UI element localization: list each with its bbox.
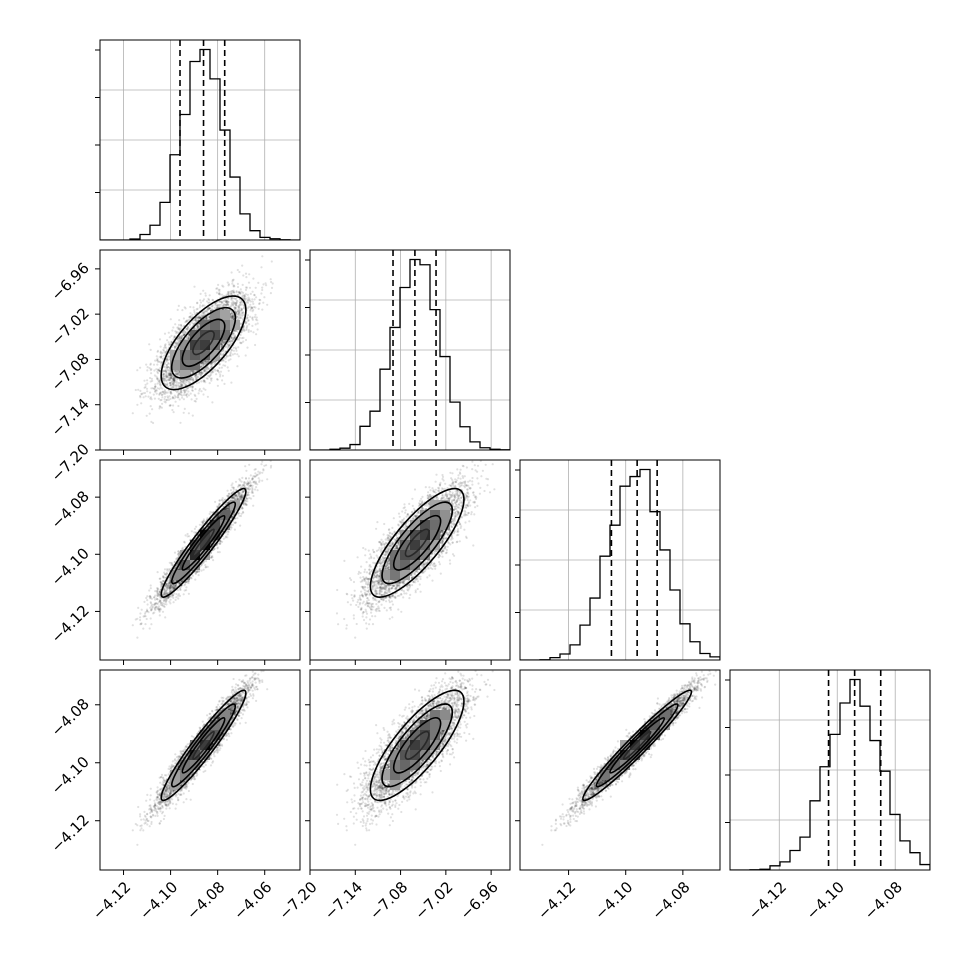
panel-frame [309, 459, 511, 661]
x-tick-label: −6.96 [457, 878, 502, 923]
x-tick-label: −4.10 [136, 878, 181, 923]
hist-panel-2 [515, 459, 721, 661]
density-contour [160, 689, 247, 802]
y-tick-label: −6.96 [48, 259, 93, 304]
density-contour [369, 487, 465, 598]
hist-panel-1 [305, 249, 511, 451]
density-contour [181, 717, 226, 774]
x-tick-label: −4.08 [861, 878, 906, 923]
density-contour [160, 295, 247, 391]
panel-frame [99, 459, 301, 661]
density-contour [582, 689, 693, 802]
density-contour [381, 501, 454, 585]
density-contour [170, 703, 237, 788]
density-contour [381, 703, 454, 788]
scatter-panel-1-0 [95, 249, 301, 455]
panels-layer [95, 39, 931, 875]
x-tick-label: −4.10 [591, 878, 636, 923]
scatter-panel-3-0 [95, 669, 301, 875]
hist-panel-3 [725, 669, 931, 871]
x-tick-label: −7.02 [411, 878, 456, 923]
x-tick-label: −4.12 [89, 878, 134, 923]
y-tick-label: −7.08 [48, 350, 93, 395]
density-contour [181, 514, 226, 571]
panel-frame [519, 669, 721, 871]
panel-frame [99, 249, 301, 451]
density-contour [609, 717, 666, 774]
x-tick-label: −4.12 [745, 878, 790, 923]
density-contour [160, 487, 247, 598]
density-contour [595, 703, 679, 788]
density-contour [622, 730, 652, 760]
density-contour [192, 330, 215, 356]
panel-frame [519, 459, 721, 661]
scatter-panel-2-0 [95, 459, 301, 665]
y-tick-label: −4.12 [48, 811, 93, 856]
x-tick-label: −4.08 [183, 878, 228, 923]
panel-frame [309, 249, 511, 451]
histogram-step [310, 258, 510, 450]
density-contour [369, 689, 465, 802]
density-contour [404, 730, 430, 760]
hist-panel-0 [95, 39, 301, 241]
y-tick-label: −4.10 [48, 544, 93, 589]
density-contour [404, 528, 430, 558]
y-tick-label: −4.08 [48, 487, 93, 532]
panel-frame [729, 669, 931, 871]
scatter-panel-2-1 [305, 459, 511, 665]
histogram-step [100, 48, 300, 240]
density-contour [392, 717, 442, 774]
histogram-step [730, 678, 930, 870]
y-tick-label: −7.14 [48, 395, 93, 440]
panel-frame [99, 669, 301, 871]
density-contour [392, 514, 442, 571]
y-tick-label: −7.20 [48, 440, 93, 485]
panel-frame [309, 669, 511, 871]
histogram-step [520, 468, 720, 660]
x-tick-label: −7.08 [366, 878, 411, 923]
panel-frame [99, 39, 301, 241]
y-tick-label: −7.02 [48, 304, 93, 349]
density-contour [181, 318, 226, 368]
y-tick-label: −4.10 [48, 753, 93, 798]
x-tick-label: −4.12 [534, 878, 579, 923]
density-contour [192, 730, 215, 760]
y-tick-label: −4.08 [48, 695, 93, 740]
x-tick-label: −4.10 [803, 878, 848, 923]
scatter-panel-3-1 [305, 669, 511, 875]
x-tick-label: −4.06 [230, 878, 275, 923]
density-contour [170, 306, 237, 379]
density-contour [192, 528, 215, 558]
x-tick-label: −7.14 [321, 878, 366, 923]
x-tick-label: −4.08 [648, 878, 693, 923]
x-tick-label: −7.20 [276, 878, 321, 923]
scatter-panel-3-2 [515, 669, 721, 875]
y-tick-label: −4.12 [48, 602, 93, 647]
density-contour [170, 501, 237, 585]
